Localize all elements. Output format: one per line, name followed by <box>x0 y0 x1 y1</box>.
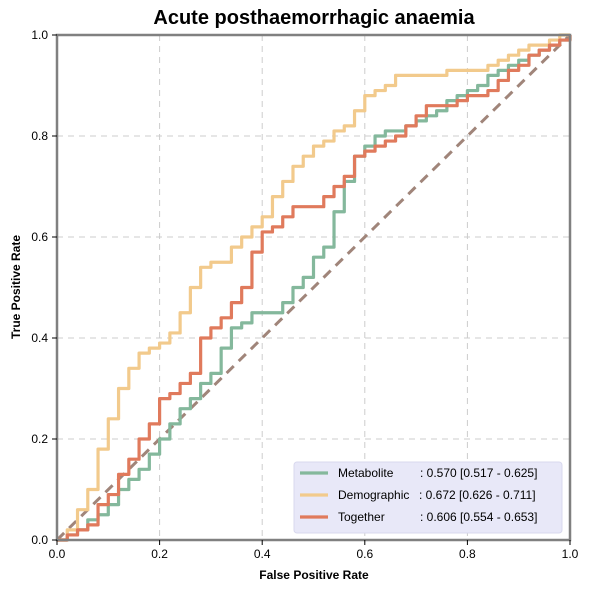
y-tick-label: 1.0 <box>31 28 48 42</box>
x-tick-label: 0.6 <box>356 547 373 561</box>
y-tick-label: 0.2 <box>31 432 48 446</box>
legend-series-score: : 0.672 [0.626 - 0.711] <box>419 488 536 502</box>
y-axis-ticks: 0.0 0.2 0.4 0.6 0.8 1.0 <box>31 28 57 547</box>
x-tick-label: 0.8 <box>459 547 476 561</box>
roc-curve-together <box>57 35 572 542</box>
legend-series-name: Metabolite <box>338 466 394 480</box>
x-tick-label: 0.4 <box>254 547 271 561</box>
x-tick-label: 0.0 <box>49 547 66 561</box>
legend: Metabolite : 0.570 [0.517 - 0.625] Demogra… <box>293 461 563 534</box>
grid-lines <box>57 35 570 540</box>
roc-curve-metabolite <box>57 35 572 542</box>
legend-series-score: : 0.570 [0.517 - 0.625] <box>420 466 537 480</box>
x-tick-label: 1.0 <box>562 547 579 561</box>
legend-series-score: : 0.606 [0.554 - 0.653] <box>420 510 537 524</box>
x-tick-label: 0.2 <box>151 547 168 561</box>
y-tick-label: 0.8 <box>31 129 48 143</box>
plot-frame <box>55 33 572 542</box>
x-axis-ticks: 0.0 0.2 0.4 0.6 0.8 1.0 <box>49 540 579 561</box>
roc-curves <box>57 33 572 542</box>
y-tick-label: 0.4 <box>31 331 48 345</box>
x-axis-label: False Positive Rate <box>259 568 369 582</box>
chance-diagonal-line <box>55 33 572 542</box>
legend-series-name: Together <box>338 510 385 524</box>
legend-box <box>293 461 563 534</box>
chart-title: Acute posthaemorrhagic anaemia <box>153 7 475 29</box>
y-axis-label: True Positive Rate <box>9 235 23 339</box>
y-tick-label: 0.0 <box>31 533 48 547</box>
legend-series-name: Demographic <box>338 488 409 502</box>
roc-curve-demographic <box>57 33 570 542</box>
y-tick-label: 0.6 <box>31 230 48 244</box>
